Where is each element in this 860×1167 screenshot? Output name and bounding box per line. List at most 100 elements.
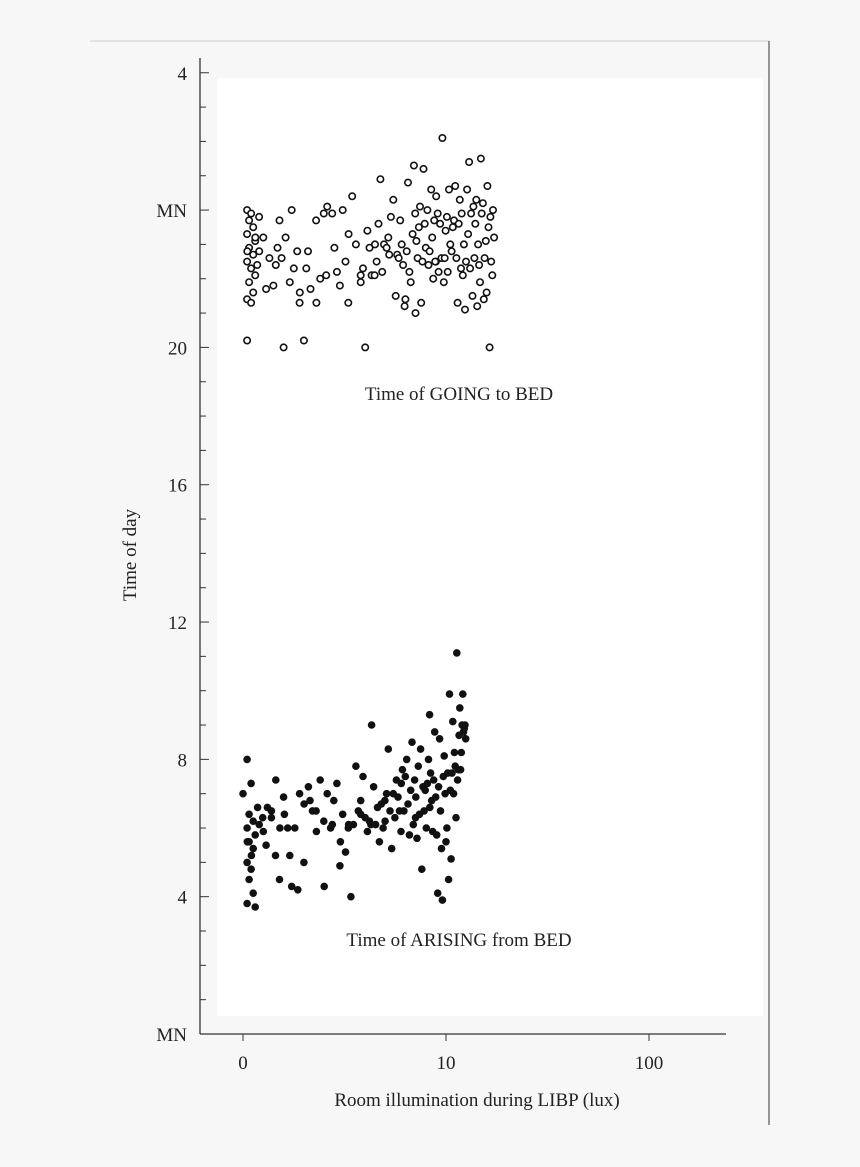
going-to-bed-point xyxy=(434,267,443,276)
going-to-bed-point xyxy=(488,271,497,280)
plot-background xyxy=(217,78,763,1016)
arising-from-bed-point xyxy=(392,776,401,784)
arising-from-bed-point xyxy=(375,838,384,846)
going-to-bed-point xyxy=(406,278,415,287)
arising-from-bed-point xyxy=(442,838,450,846)
going-to-bed-point xyxy=(253,260,262,269)
arising-from-bed-point xyxy=(359,772,367,781)
arising-from-bed-point xyxy=(416,745,425,753)
arising-from-bed-point xyxy=(349,820,358,829)
arising-from-bed-point xyxy=(280,810,289,819)
going-to-bed-point xyxy=(403,178,412,187)
arising-from-bed-point xyxy=(414,762,423,770)
going-to-bed-point xyxy=(249,250,258,259)
going-to-bed-point xyxy=(438,134,447,143)
going-to-bed-point xyxy=(458,271,467,280)
arising-from-bed-point xyxy=(430,728,439,736)
going-to-bed-point xyxy=(464,230,473,239)
going-to-bed-point xyxy=(467,209,476,218)
arising-from-bed-point xyxy=(326,824,335,832)
arising-from-bed-point xyxy=(461,721,469,729)
going-to-bed-point xyxy=(303,247,312,256)
arising-from-bed-point xyxy=(316,776,325,784)
arising-from-bed-point xyxy=(304,783,313,791)
annotation-going-to-bed: Time of GOING to BED xyxy=(365,384,553,405)
going-to-bed-point xyxy=(476,154,485,163)
going-to-bed-point xyxy=(420,219,429,228)
going-to-bed-point xyxy=(465,158,474,167)
arising-from-bed-point xyxy=(267,807,276,815)
arising-from-bed-point xyxy=(449,789,458,798)
going-to-bed-point xyxy=(417,298,426,307)
going-to-bed-point xyxy=(396,216,405,225)
arising-from-bed-point xyxy=(245,875,253,884)
going-to-bed-point xyxy=(418,257,427,266)
arising-from-bed-point xyxy=(418,865,426,873)
arising-from-bed-point xyxy=(381,796,389,805)
arising-from-bed-point xyxy=(412,793,420,801)
going-to-bed-point xyxy=(425,247,434,256)
going-to-bed-point xyxy=(249,223,258,232)
going-to-bed-point xyxy=(428,233,437,242)
going-to-bed-point xyxy=(480,254,489,263)
arising-from-bed-point xyxy=(382,789,391,798)
arising-from-bed-point xyxy=(286,851,294,860)
arising-from-bed-point xyxy=(453,649,461,657)
going-to-bed-point xyxy=(330,243,339,252)
going-to-bed-point xyxy=(440,254,449,263)
going-to-bed-point xyxy=(316,274,325,283)
arising-from-bed-point xyxy=(320,817,328,825)
going-to-bed-point xyxy=(302,264,311,273)
going-to-bed-point xyxy=(442,212,451,221)
going-to-bed-point xyxy=(400,302,409,311)
arising-from-bed-point xyxy=(391,813,399,822)
arising-from-bed-point xyxy=(323,789,332,798)
arising-from-bed-point xyxy=(413,834,421,843)
y-tick-label: 12 xyxy=(168,613,187,634)
arising-from-bed-point xyxy=(456,765,465,774)
going-to-bed-point xyxy=(433,209,442,218)
arising-from-bed-point xyxy=(426,769,435,777)
arising-from-bed-point xyxy=(461,735,470,743)
arising-from-bed-point xyxy=(239,789,247,798)
going-to-bed-point xyxy=(414,223,423,232)
going-to-bed-point xyxy=(348,192,357,201)
going-to-bed-point xyxy=(401,295,410,304)
going-to-bed-point xyxy=(247,264,256,273)
y-tick-label: MN xyxy=(156,1025,187,1046)
going-to-bed-point xyxy=(279,343,288,352)
arising-from-bed-point xyxy=(300,858,308,867)
going-to-bed-point xyxy=(427,185,436,194)
arising-from-bed-point xyxy=(259,827,268,836)
going-to-bed-point xyxy=(344,298,353,307)
going-to-bed-point xyxy=(473,302,482,311)
arising-from-bed-point xyxy=(448,769,456,777)
arising-from-bed-point xyxy=(429,776,438,784)
arising-from-bed-point xyxy=(276,824,284,832)
arising-from-bed-point xyxy=(247,865,255,873)
arising-from-bed-point xyxy=(387,844,396,853)
arising-from-bed-point xyxy=(386,807,394,815)
going-to-bed-point xyxy=(415,202,424,211)
going-to-bed-point xyxy=(402,247,411,256)
arising-from-bed-point xyxy=(440,752,449,760)
arising-from-bed-point xyxy=(381,817,389,825)
going-to-bed-point xyxy=(424,260,433,269)
arising-from-bed-point xyxy=(449,717,457,726)
going-to-bed-point xyxy=(247,298,256,307)
arising-from-bed-point xyxy=(352,762,360,770)
going-to-bed-point xyxy=(490,233,499,242)
going-to-bed-point xyxy=(384,233,393,242)
arising-from-bed-point xyxy=(258,813,267,822)
arising-from-bed-point xyxy=(456,704,464,712)
arising-from-bed-point xyxy=(371,820,380,829)
arising-from-bed-point xyxy=(251,831,259,839)
arising-from-bed-point xyxy=(283,824,292,832)
going-to-bed-point xyxy=(466,264,475,273)
arising-from-bed-point xyxy=(384,745,393,753)
arising-from-bed-point xyxy=(306,796,314,805)
going-to-bed-point xyxy=(376,175,385,184)
going-to-bed-point xyxy=(322,271,331,280)
arising-from-bed-point xyxy=(243,899,251,908)
going-to-bed-point xyxy=(312,216,321,225)
